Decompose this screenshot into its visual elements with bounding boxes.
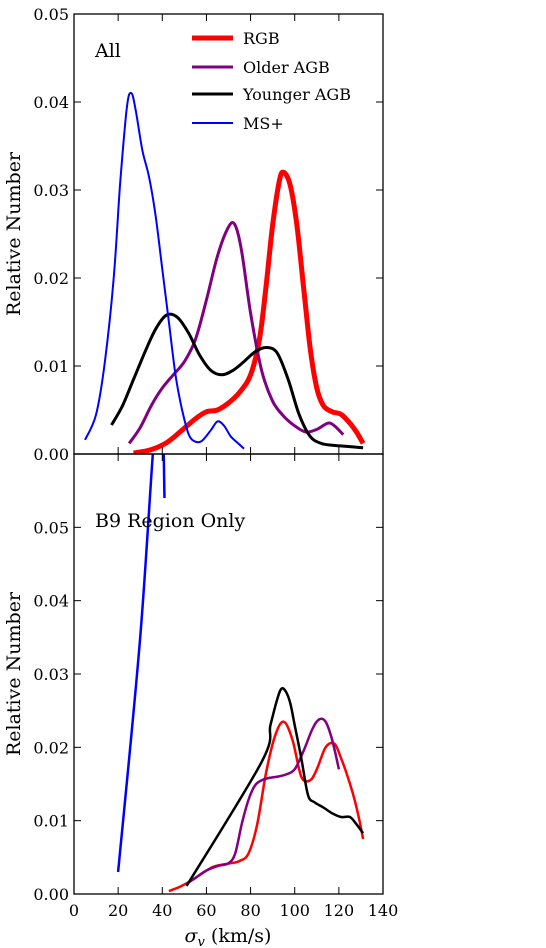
top-ytick-label: 0.03 bbox=[33, 181, 69, 200]
top-panel-ticks: 0.00 0.01 0.02 0.03 0.04 0.05 bbox=[33, 5, 384, 464]
legend: RGB Older AGB Younger AGB MS+ bbox=[192, 29, 351, 133]
top-series-older-agb bbox=[127, 221, 345, 445]
bottom-ytick-label: 0.02 bbox=[33, 738, 69, 757]
top-ytick-label: 0.01 bbox=[33, 357, 69, 376]
bottom-panel-curves bbox=[116, 454, 365, 893]
bottom-xtick-label: 120 bbox=[324, 901, 355, 920]
bottom-ytick-label: 0.03 bbox=[33, 665, 69, 684]
top-series-younger-agb bbox=[110, 312, 364, 450]
top-panel-ylabel: Relative Number bbox=[3, 151, 25, 316]
top-series-rgb bbox=[133, 169, 366, 454]
top-panel-curves bbox=[84, 91, 366, 454]
bottom-panel: 0.00 0.01 0.02 0.03 0.04 0.05 0 20 40 60 80 100 120 1… bbox=[3, 453, 398, 948]
legend-label-ms-: MS+ bbox=[243, 114, 284, 133]
bottom-xtick-label: 0 bbox=[69, 901, 79, 920]
bottom-panel-ticks: 0.00 0.01 0.02 0.03 0.04 0.05 0 20 40 60 80 100 120 1… bbox=[33, 454, 398, 920]
bottom-xtick-label: 140 bbox=[368, 901, 399, 920]
top-panel-label: All bbox=[94, 40, 121, 62]
legend-label-older-agb: Older AGB bbox=[243, 58, 330, 77]
bottom-panel-ylabel: Relative Number bbox=[3, 591, 25, 756]
top-ytick-label: 0.05 bbox=[33, 5, 69, 24]
bottom-series-ms- bbox=[116, 454, 166, 873]
top-ytick-label: 0.02 bbox=[33, 269, 69, 288]
bottom-xtick-label: 40 bbox=[152, 901, 172, 920]
top-panel-frame bbox=[73, 13, 384, 455]
top-ytick-label: 0.00 bbox=[33, 445, 69, 464]
bottom-xtick-label: 80 bbox=[240, 901, 260, 920]
top-ytick-label: 0.04 bbox=[33, 93, 69, 112]
bottom-ytick-label: 0.05 bbox=[33, 518, 69, 537]
legend-label-younger-agb: Younger AGB bbox=[242, 85, 351, 104]
bottom-xtick-label: 100 bbox=[279, 901, 310, 920]
bottom-series-younger-agb bbox=[185, 686, 365, 887]
top-series-ms- bbox=[84, 91, 245, 450]
bottom-series-older-agb bbox=[185, 717, 341, 885]
bottom-ytick-label: 0.00 bbox=[33, 885, 69, 904]
legend-label-rgb: RGB bbox=[243, 29, 280, 48]
bottom-ytick-label: 0.01 bbox=[33, 812, 69, 831]
bottom-xtick-label: 20 bbox=[108, 901, 128, 920]
bottom-xtick-label: 60 bbox=[196, 901, 216, 920]
top-panel: 0.00 0.01 0.02 0.03 0.04 0.05 All Relative Nu… bbox=[3, 5, 384, 464]
bottom-panel-label: B9 Region Only bbox=[95, 510, 245, 532]
x-axis-title: σv (km/s) bbox=[185, 925, 272, 948]
bottom-ytick-label: 0.04 bbox=[33, 592, 69, 611]
